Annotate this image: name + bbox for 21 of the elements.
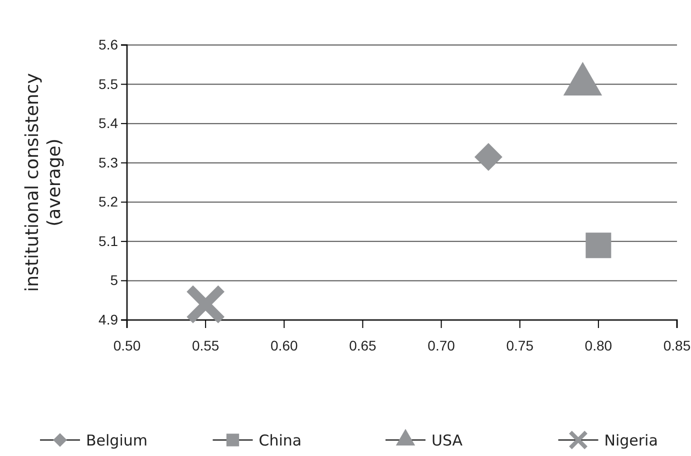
y-tick-label: 5.5 xyxy=(98,76,118,92)
legend-label: Belgium xyxy=(86,431,148,450)
y-axis-title: institutional consistency (average) xyxy=(22,72,65,292)
x-tick-label: 0.75 xyxy=(506,338,534,354)
y-tick-label: 5.3 xyxy=(98,154,118,170)
legend-label: Nigeria xyxy=(604,431,658,450)
legend-label: USA xyxy=(432,431,464,450)
y-tick-label: 5.6 xyxy=(98,36,118,52)
y-tick-label: 5.4 xyxy=(98,115,118,132)
x-tick-label: 0.60 xyxy=(270,338,298,354)
x-tick-label: 0.65 xyxy=(349,338,377,354)
x-tick-label: 0.50 xyxy=(113,338,141,354)
y-tick-label: 5.1 xyxy=(98,232,118,249)
x-tick-label: 0.85 xyxy=(663,338,691,354)
x-tick-label: 0.55 xyxy=(192,338,220,354)
legend-label: China xyxy=(258,431,302,450)
x-tick-label: 0.80 xyxy=(584,338,612,354)
y-tick-label: 5.2 xyxy=(98,194,118,210)
y-tick-label: 4.9 xyxy=(98,311,118,328)
y-tick-label: 5 xyxy=(110,272,118,288)
x-tick-label: 0.70 xyxy=(428,338,456,354)
